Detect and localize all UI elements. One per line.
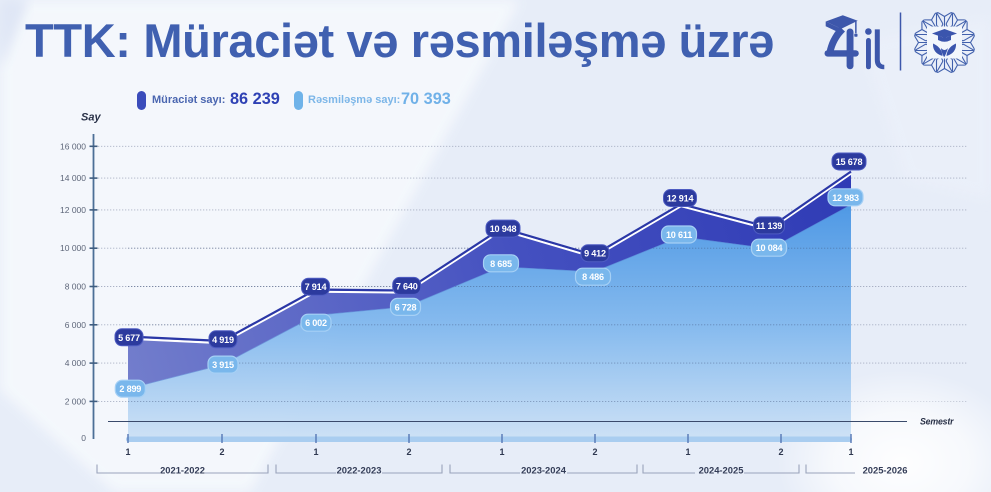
svg-text:1: 1 (685, 447, 690, 457)
svg-text:Semestr: Semestr (920, 417, 954, 427)
svg-text:2: 2 (219, 447, 224, 457)
svg-text:4 919: 4 919 (212, 335, 234, 345)
svg-text:14 000: 14 000 (60, 173, 86, 183)
svg-text:5 677: 5 677 (118, 333, 140, 343)
svg-text:8 486: 8 486 (582, 272, 604, 282)
svg-text:2: 2 (778, 447, 783, 457)
svg-text:12 914: 12 914 (667, 194, 695, 204)
svg-text:9 412: 9 412 (584, 249, 606, 259)
svg-text:10 084: 10 084 (756, 243, 784, 253)
svg-text:6 728: 6 728 (395, 302, 417, 312)
svg-text:2 000: 2 000 (65, 396, 87, 406)
svg-text:8 000: 8 000 (65, 282, 87, 292)
svg-text:10 948: 10 948 (490, 224, 517, 234)
svg-text:0: 0 (81, 433, 86, 443)
svg-text:3 915: 3 915 (212, 360, 234, 370)
svg-text:1: 1 (313, 447, 318, 457)
svg-text:15 678: 15 678 (836, 157, 863, 167)
svg-text:12 000: 12 000 (60, 205, 86, 215)
svg-text:2: 2 (592, 447, 597, 457)
svg-text:2022-2023: 2022-2023 (337, 465, 382, 476)
svg-text:4 000: 4 000 (65, 358, 87, 368)
svg-text:16 000: 16 000 (60, 141, 86, 151)
svg-text:12 983: 12 983 (832, 193, 859, 203)
svg-text:2021-2022: 2021-2022 (160, 465, 205, 476)
svg-text:2 899: 2 899 (119, 384, 141, 394)
svg-text:1: 1 (499, 447, 504, 457)
svg-text:8 685: 8 685 (490, 259, 512, 269)
svg-text:1: 1 (125, 447, 130, 457)
svg-text:7 914: 7 914 (305, 282, 328, 292)
svg-text:1: 1 (848, 447, 853, 457)
svg-text:2: 2 (406, 447, 411, 457)
svg-text:10 000: 10 000 (60, 243, 86, 253)
svg-text:6 002: 6 002 (305, 318, 327, 328)
svg-text:2025-2026: 2025-2026 (863, 465, 908, 476)
svg-text:10 611: 10 611 (666, 230, 692, 240)
svg-text:2024-2025: 2024-2025 (699, 465, 744, 476)
svg-text:Say: Say (81, 112, 101, 124)
svg-text:11 139: 11 139 (756, 221, 782, 231)
svg-text:6 000: 6 000 (65, 320, 87, 330)
svg-text:2023-2024: 2023-2024 (521, 465, 567, 476)
svg-text:7 640: 7 640 (396, 281, 418, 291)
